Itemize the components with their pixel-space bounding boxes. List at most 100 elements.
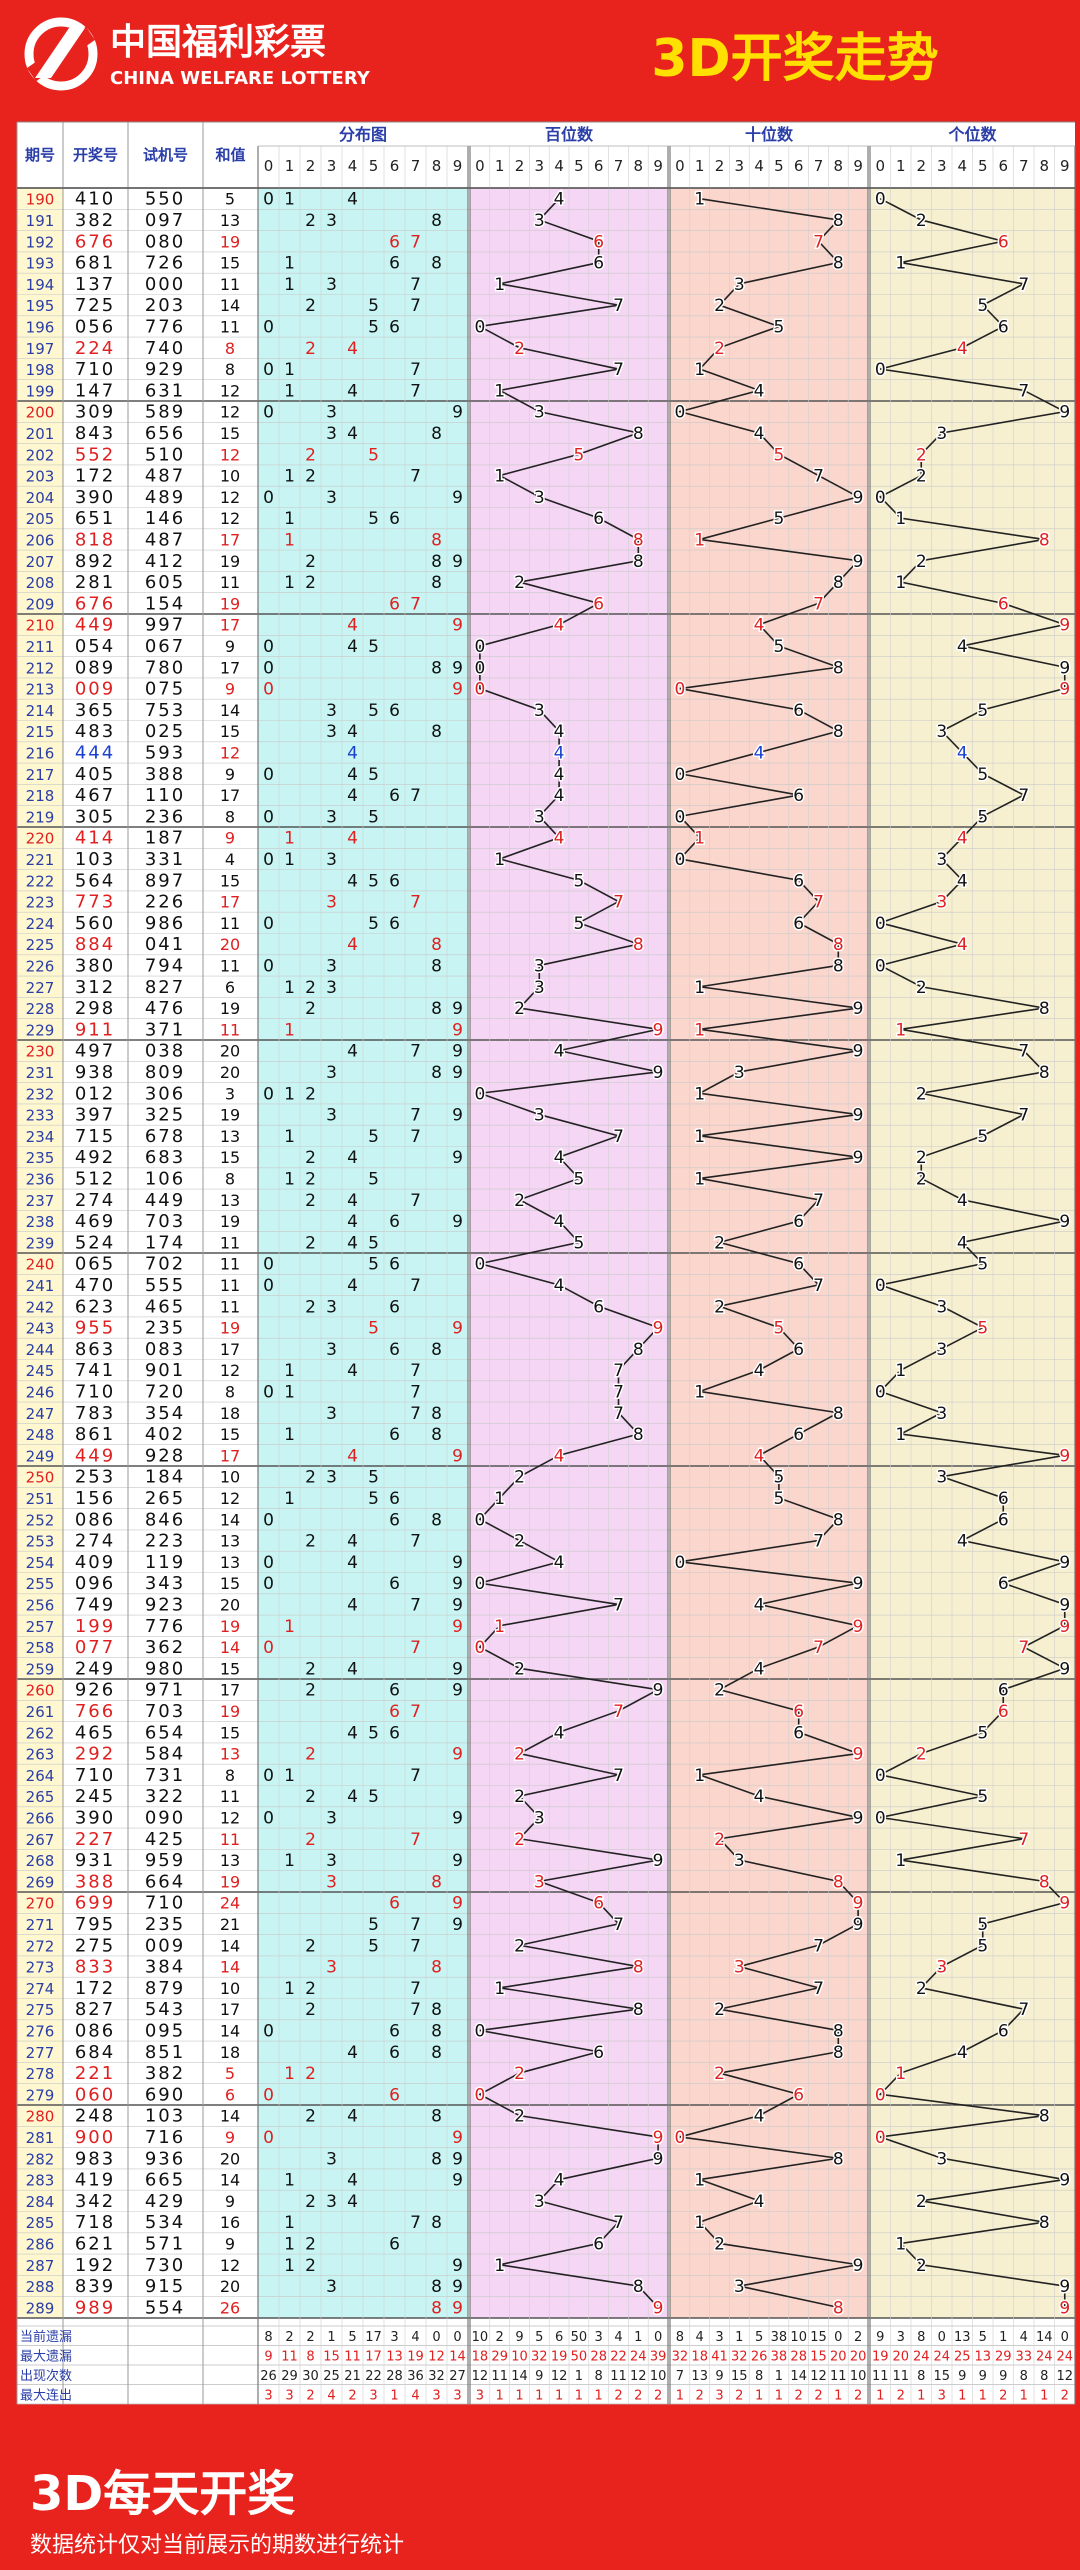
test-number: 656: [145, 423, 185, 444]
hundreds-stat: 50: [571, 2349, 588, 2364]
hundreds-mark: 0: [474, 1084, 485, 1104]
tens-mark: 5: [773, 445, 784, 465]
period-label: 253: [26, 1533, 55, 1551]
sum-value: 17: [220, 1340, 240, 1359]
units-mark: 5: [977, 1787, 988, 1807]
dist-mark: 7: [410, 893, 421, 913]
dist-stat: 8: [264, 2330, 272, 2345]
dist-mark: 6: [389, 594, 400, 614]
sum-value: 11: [220, 317, 240, 336]
period-label: 234: [26, 1128, 55, 1146]
test-number: 665: [145, 2170, 185, 2191]
dist-mark: 8: [431, 2149, 442, 2169]
sum-value: 12: [220, 1489, 240, 1508]
dist-mark: 3: [326, 1340, 337, 1360]
units-mark: 1: [895, 1361, 906, 1381]
sum-value: 11: [220, 1233, 240, 1252]
units-stat: 1: [999, 2330, 1007, 2345]
tens-stat: 10: [790, 2330, 807, 2345]
hundreds-mark: 3: [534, 403, 545, 423]
units-mark: 7: [1018, 1042, 1029, 1062]
units-mark: 9: [1059, 2298, 1070, 2318]
hundreds-mark: 4: [554, 786, 565, 806]
digit-header: 1: [896, 157, 906, 175]
tens-mark: 0: [674, 403, 685, 423]
hundreds-mark: 6: [593, 2234, 604, 2254]
digit-header: 0: [875, 157, 885, 175]
dist-mark: 4: [347, 1787, 358, 1807]
sum-value: 8: [225, 360, 235, 379]
units-mark: 0: [875, 190, 886, 210]
dist-mark: 9: [452, 616, 463, 636]
dist-stat: 11: [344, 2349, 361, 2364]
dist-mark: 6: [389, 786, 400, 806]
draw-number: 056: [75, 316, 115, 337]
dist-mark: 2: [305, 2192, 316, 2212]
units-mark: 0: [875, 1382, 886, 1402]
draw-number: 931: [75, 1850, 115, 1871]
units-mark: 2: [916, 1745, 927, 1765]
sum-value: 15: [220, 1574, 240, 1593]
test-number: 928: [145, 1445, 185, 1466]
period-label: 262: [26, 1724, 55, 1742]
draw-number: 298: [75, 998, 115, 1019]
sum-value: 11: [220, 1830, 240, 1849]
units-mark: 3: [936, 893, 947, 913]
tens-mark: 8: [833, 956, 844, 976]
units-stat: 19: [872, 2349, 889, 2364]
period-label: 209: [26, 595, 55, 613]
dist-mark: 0: [263, 914, 274, 934]
tens-mark: 2: [714, 2234, 725, 2254]
period-label: 269: [26, 1873, 55, 1891]
dist-stat: 4: [411, 2330, 419, 2345]
digit-header: 8: [834, 157, 844, 175]
units-mark: 5: [977, 765, 988, 785]
dist-mark: 0: [263, 807, 274, 827]
test-number: 740: [145, 338, 185, 359]
tens-mark: 9: [853, 1745, 864, 1765]
units-mark: 9: [1059, 680, 1070, 700]
tens-mark: 5: [773, 509, 784, 529]
tens-mark: 3: [734, 1958, 745, 1978]
sum-value: 17: [220, 530, 240, 549]
dist-mark: 3: [326, 1404, 337, 1424]
digit-header: 5: [369, 157, 379, 175]
units-stat: 0: [1061, 2330, 1069, 2345]
draw-number: 564: [75, 870, 115, 891]
test-number: 382: [145, 2063, 185, 2084]
period-label: 263: [26, 1746, 55, 1764]
hundreds-stat: 1: [575, 2388, 583, 2403]
dist-stat: 2: [348, 2388, 356, 2403]
section-header-units: 个位数: [947, 125, 997, 144]
tens-mark: 4: [754, 1446, 765, 1466]
test-number: 000: [145, 274, 185, 295]
sum-value: 11: [220, 956, 240, 975]
tens-mark: 1: [694, 530, 705, 550]
dist-mark: 3: [326, 403, 337, 423]
test-number: 980: [145, 1658, 185, 1679]
period-label: 226: [26, 957, 55, 975]
dist-mark: 3: [326, 2192, 337, 2212]
dist-mark: 3: [326, 2149, 337, 2169]
tens-stat: 26: [751, 2349, 768, 2364]
stats-label: 最大遗漏: [20, 2348, 72, 2364]
dist-stat: 3: [453, 2388, 461, 2403]
digit-header: 7: [814, 157, 824, 175]
dist-mark: 7: [410, 1361, 421, 1381]
dist-stat: 2: [306, 2330, 314, 2345]
sum-value: 12: [220, 1361, 240, 1380]
sum-value: 21: [220, 1915, 240, 1934]
units-mark: 4: [957, 2043, 968, 2063]
draw-number: 245: [75, 1786, 115, 1807]
hundreds-mark: 7: [613, 1915, 624, 1935]
period-label: 255: [26, 1575, 55, 1593]
dist-mark: 8: [431, 2000, 442, 2020]
units-mark: 8: [1039, 999, 1050, 1019]
draw-number: 483: [75, 721, 115, 742]
tens-mark: 1: [694, 1127, 705, 1147]
sum-value: 20: [220, 1063, 240, 1082]
draw-number: 227: [75, 1829, 115, 1850]
dist-stat: 5: [348, 2330, 356, 2345]
dist-stat: 17: [365, 2349, 382, 2364]
hundreds-mark: 9: [653, 1851, 664, 1871]
